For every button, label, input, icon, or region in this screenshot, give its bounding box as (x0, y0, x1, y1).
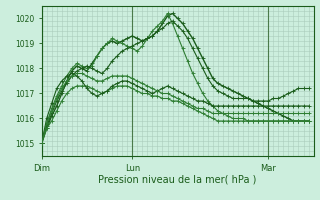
X-axis label: Pression niveau de la mer( hPa ): Pression niveau de la mer( hPa ) (99, 174, 257, 184)
